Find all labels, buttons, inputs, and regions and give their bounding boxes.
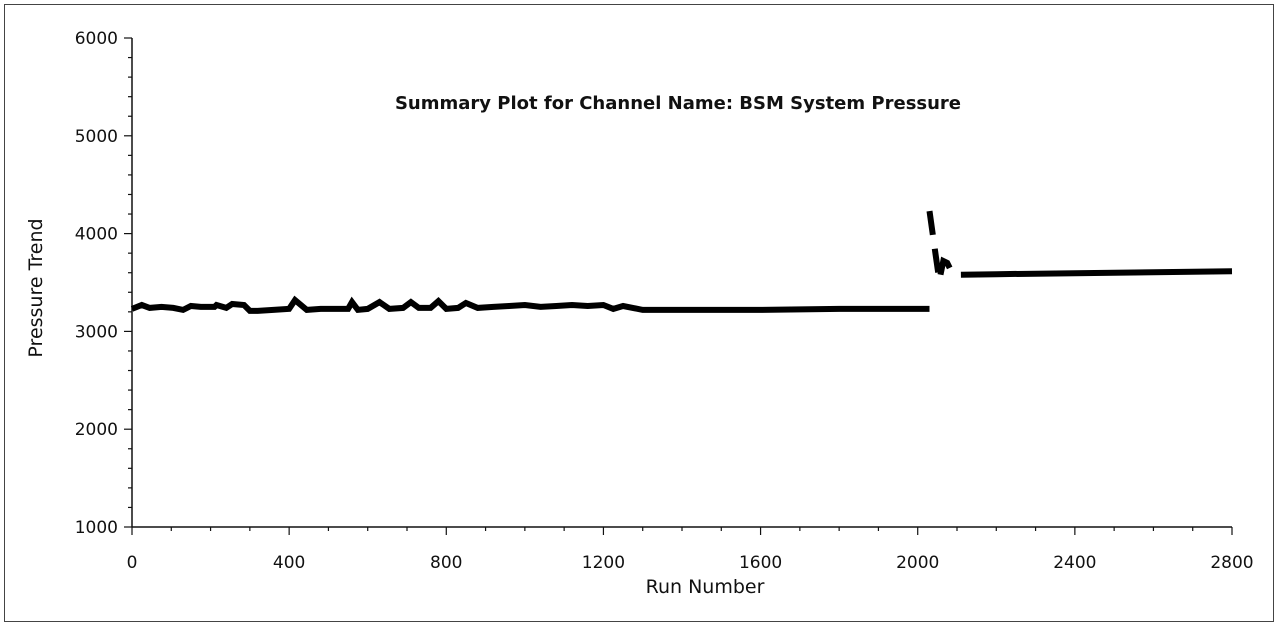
y-axis-title: Pressure Trend <box>25 218 47 357</box>
chart-title: Summary Plot for Channel Name: BSM Syste… <box>395 93 961 114</box>
x-tick-label: 2400 <box>1053 553 1096 573</box>
series-line-dashed <box>926 210 962 282</box>
x-tick-label: 400 <box>273 553 305 573</box>
series-layer <box>130 210 1233 314</box>
x-axis-title: Run Number <box>646 576 765 598</box>
x-tick-label: 2000 <box>896 553 939 573</box>
series-line <box>960 268 1233 278</box>
x-tick-label: 2800 <box>1210 553 1253 573</box>
axes: 1000 2000 3000 4000 5000 6000 0 400 800 1200 1600 2… <box>75 29 1254 573</box>
y-tick-label: 1000 <box>75 518 118 538</box>
series-line <box>130 295 930 314</box>
chart-frame <box>4 4 1274 622</box>
x-tick-label: 1600 <box>739 553 782 573</box>
y-tick-label: 3000 <box>75 322 118 342</box>
y-tick-label: 6000 <box>75 29 118 49</box>
y-tick-label: 4000 <box>75 225 118 245</box>
x-tick-label: 800 <box>430 553 462 573</box>
y-tick-label: 2000 <box>75 420 118 440</box>
x-tick-label: 0 <box>127 553 138 573</box>
y-tick-label: 5000 <box>75 127 118 147</box>
x-tick-label: 1200 <box>582 553 625 573</box>
